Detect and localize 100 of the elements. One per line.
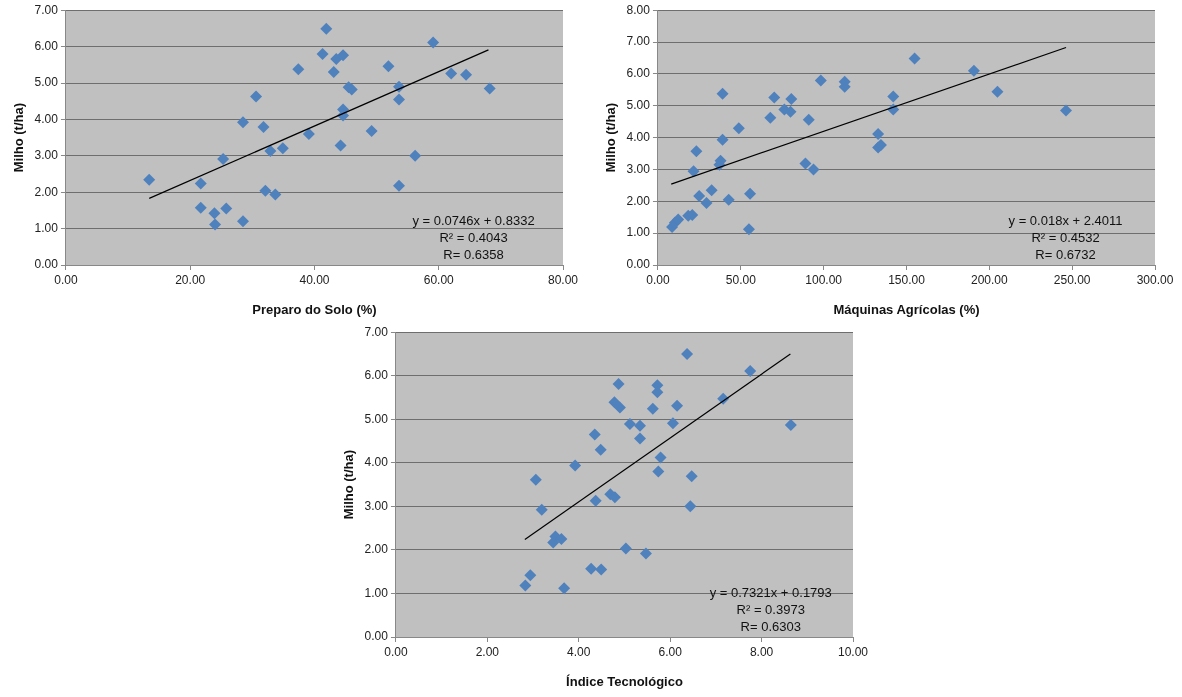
point	[705, 184, 718, 197]
annotation: R= 0.6303	[740, 618, 801, 634]
x-axis-title: Preparo do Solo (%)	[252, 301, 377, 317]
point	[671, 399, 684, 412]
point	[807, 163, 820, 176]
point	[337, 49, 350, 62]
point	[276, 142, 289, 155]
point	[259, 184, 272, 197]
point	[327, 66, 340, 79]
y-tick-label: 7.00	[364, 324, 389, 339]
x-tick-label: 10.00	[837, 644, 869, 659]
point	[608, 396, 621, 409]
point	[623, 418, 636, 431]
y-tick-label: 0.00	[364, 629, 389, 644]
annotation: y = 0.7321x + 0.1793	[709, 584, 832, 600]
point	[684, 500, 697, 513]
point	[652, 465, 665, 478]
x-tick-label: 4.00	[567, 644, 591, 659]
annotation: y = 0.0746x + 0.8332	[412, 212, 535, 228]
point	[519, 579, 532, 592]
point	[872, 128, 885, 141]
y-tick-label: 4.00	[626, 129, 651, 144]
y-axis-title: Milho (t/ha)	[11, 102, 27, 173]
point	[529, 473, 542, 486]
point	[799, 157, 812, 170]
point	[716, 133, 729, 146]
y-axis-title: Milho (t/ha)	[341, 449, 357, 520]
x-tick-label: 250.00	[1053, 272, 1091, 287]
point	[802, 113, 815, 126]
point	[908, 52, 921, 65]
y-tick-label: 6.00	[364, 368, 389, 383]
point	[535, 503, 548, 516]
y-tick-label: 7.00	[34, 2, 59, 17]
point	[589, 494, 602, 507]
point	[595, 563, 608, 576]
y-tick-label: 3.00	[626, 161, 651, 176]
point	[460, 68, 473, 81]
point	[744, 364, 757, 377]
point	[634, 419, 647, 432]
y-axis-title: Milho (t/ha)	[603, 102, 619, 173]
point	[257, 121, 270, 134]
x-tick-label: 300.00	[1136, 272, 1174, 287]
point	[744, 187, 757, 200]
point	[194, 177, 207, 190]
point	[690, 145, 703, 158]
x-tick-label: 80.00	[547, 272, 579, 287]
x-tick-label: 40.00	[299, 272, 330, 287]
point	[427, 36, 440, 49]
point	[639, 547, 652, 560]
y-tick-label: 6.00	[626, 66, 651, 81]
x-tick-label: 0.00	[54, 272, 78, 287]
y-tick-label: 5.00	[364, 411, 389, 426]
point	[237, 215, 250, 228]
y-tick-label: 1.00	[364, 585, 389, 600]
point	[716, 87, 729, 100]
point	[634, 432, 647, 445]
point	[764, 111, 777, 124]
point	[483, 82, 496, 95]
point	[768, 91, 781, 104]
y-tick-label: 6.00	[34, 38, 59, 53]
x-tick-label: 8.00	[749, 644, 774, 659]
y-tick-label: 0.00	[34, 257, 59, 272]
point	[967, 64, 980, 77]
point	[1060, 104, 1073, 117]
point	[722, 193, 735, 206]
point	[700, 196, 713, 209]
x-tick-label: 200.00	[970, 272, 1008, 287]
point	[445, 67, 458, 80]
point	[814, 74, 827, 87]
y-tick-label: 8.00	[626, 2, 651, 17]
point	[209, 218, 222, 231]
x-tick-label: 50.00	[725, 272, 757, 287]
x-tick-label: 20.00	[175, 272, 206, 287]
point	[585, 562, 598, 575]
x-tick-label: 100.00	[805, 272, 843, 287]
x-tick-label: 0.00	[384, 644, 408, 659]
point	[619, 542, 632, 555]
y-tick-label: 4.00	[34, 111, 59, 126]
point	[687, 165, 700, 178]
annotation: R² = 0.3973	[736, 601, 805, 617]
y-tick-label: 2.00	[34, 184, 59, 199]
y-tick-label: 0.00	[626, 257, 651, 272]
point	[784, 418, 797, 431]
y-tick-label: 5.00	[34, 75, 59, 90]
y-tick-label: 2.00	[626, 193, 651, 208]
point	[208, 207, 221, 220]
point	[334, 139, 347, 152]
annotation: R= 0.6732	[1035, 246, 1096, 262]
annotation: R² = 0.4532	[1031, 229, 1100, 245]
point	[785, 93, 798, 106]
point	[887, 90, 900, 103]
point	[594, 443, 607, 456]
point	[654, 451, 667, 464]
y-tick-label: 5.00	[626, 98, 651, 113]
point	[588, 428, 601, 441]
y-tick-label: 1.00	[626, 225, 651, 240]
point	[382, 60, 395, 73]
annotation: y = 0.018x + 2.4011	[1008, 212, 1123, 228]
point	[220, 202, 233, 215]
point	[569, 459, 582, 472]
